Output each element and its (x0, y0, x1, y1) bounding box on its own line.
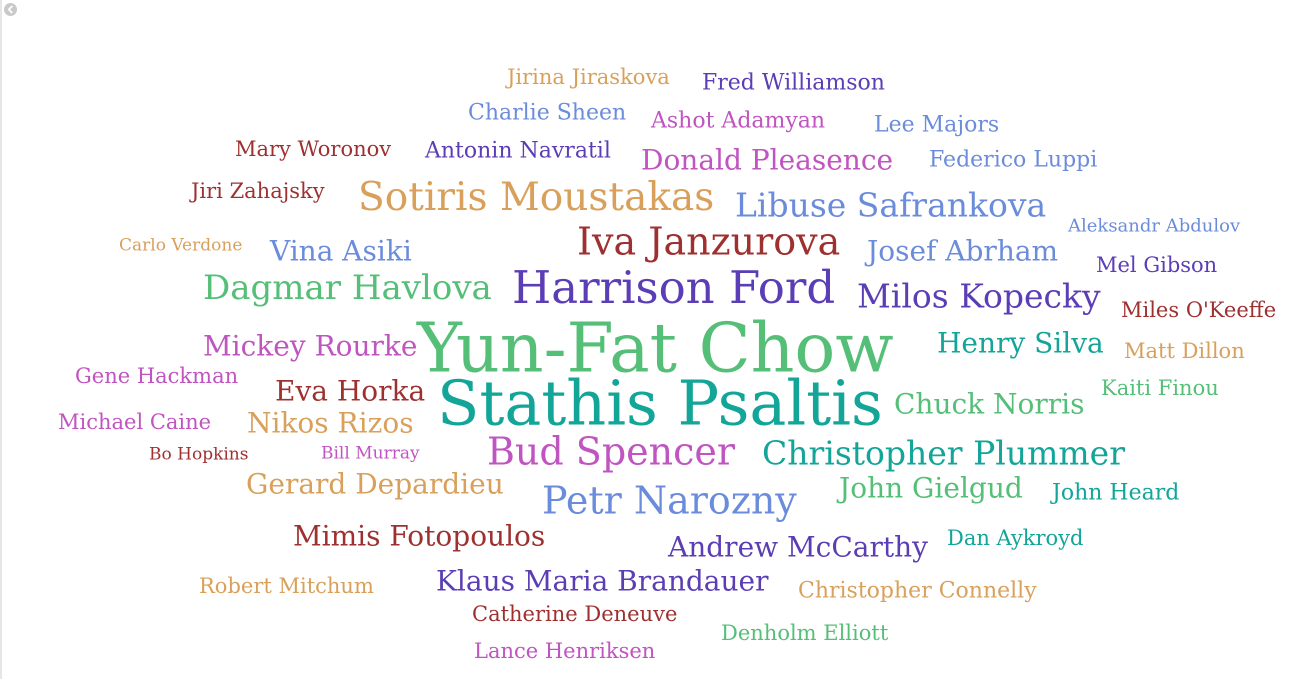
word-eva-horka[interactable]: Eva Horka (275, 374, 426, 408)
word-iva-janzurova[interactable]: Iva Janzurova (577, 219, 841, 264)
word-bill-murray[interactable]: Bill Murray (321, 443, 420, 464)
word-miles-okeeffe[interactable]: Miles O'Keeffe (1121, 298, 1277, 323)
word-aleksandr-abdulov[interactable]: Aleksandr Abdulov (1068, 215, 1241, 237)
word-denholm-elliott[interactable]: Denholm Elliott (721, 621, 889, 646)
word-mickey-rourke[interactable]: Mickey Rourke (203, 329, 418, 363)
word-vina-asiki[interactable]: Vina Asiki (270, 234, 412, 268)
word-fred-williamson[interactable]: Fred Williamson (702, 70, 885, 96)
word-libuse-safrankova[interactable]: Libuse Safrankova (735, 185, 1047, 225)
word-klaus-maria-brandauer[interactable]: Klaus Maria Brandauer (436, 564, 769, 598)
word-federico-luppi[interactable]: Federico Luppi (929, 147, 1098, 173)
chevron-left-icon (7, 5, 13, 14)
word-henry-silva[interactable]: Henry Silva (937, 326, 1104, 360)
word-mel-gibson[interactable]: Mel Gibson (1096, 253, 1218, 278)
word-josef-abrham[interactable]: Josef Abrham (867, 234, 1059, 268)
word-harrison-ford[interactable]: Harrison Ford (512, 261, 836, 314)
word-john-gielgud[interactable]: John Gielgud (839, 471, 1023, 505)
word-carlo-verdone[interactable]: Carlo Verdone (119, 235, 243, 256)
word-antonin-navratil[interactable]: Antonin Navratil (425, 138, 611, 164)
word-jiri-zahajsky[interactable]: Jiri Zahajsky (191, 179, 325, 204)
word-nikos-rizos[interactable]: Nikos Rizos (247, 406, 414, 440)
word-bo-hopkins[interactable]: Bo Hopkins (149, 444, 249, 465)
word-milos-kopecky[interactable]: Milos Kopecky (857, 276, 1101, 316)
word-lee-majors[interactable]: Lee Majors (874, 112, 1000, 138)
word-dan-aykroyd[interactable]: Dan Aykroyd (947, 526, 1084, 551)
word-catherine-deneuve[interactable]: Catherine Deneuve (472, 602, 678, 627)
word-bud-spencer[interactable]: Bud Spencer (487, 429, 736, 474)
word-ashot-adamyan[interactable]: Ashot Adamyan (651, 108, 826, 134)
word-lance-henriksen[interactable]: Lance Henriksen (474, 639, 656, 664)
word-petr-narozny[interactable]: Petr Narozny (542, 478, 797, 523)
word-stathis-psaltis[interactable]: Stathis Psaltis (437, 366, 883, 440)
left-edge-rule (0, 0, 2, 679)
word-michael-caine[interactable]: Michael Caine (58, 410, 212, 435)
word-jirina-jiraskova[interactable]: Jirina Jiraskova (507, 65, 670, 90)
word-yun-fat-chow[interactable]: Yun-Fat Chow (417, 309, 894, 389)
word-dagmar-havlova[interactable]: Dagmar Havlova (203, 267, 492, 308)
word-john-heard[interactable]: John Heard (1052, 480, 1180, 506)
word-gene-hackman[interactable]: Gene Hackman (75, 364, 239, 389)
word-gerard-depardieu[interactable]: Gerard Depardieu (246, 467, 504, 501)
word-robert-mitchum[interactable]: Robert Mitchum (199, 574, 374, 599)
word-sotiris-moustakas[interactable]: Sotiris Moustakas (358, 174, 715, 220)
word-kaiti-finou[interactable]: Kaiti Finou (1101, 376, 1219, 401)
word-matt-dillon[interactable]: Matt Dillon (1124, 339, 1245, 364)
word-charlie-sheen[interactable]: Charlie Sheen (468, 100, 627, 126)
word-mimis-fotopoulos[interactable]: Mimis Fotopoulos (293, 519, 546, 553)
word-christopher-plummer[interactable]: Christopher Plummer (762, 433, 1125, 473)
word-mary-woronov[interactable]: Mary Woronov (235, 137, 392, 162)
word-donald-pleasence[interactable]: Donald Pleasence (641, 143, 894, 177)
word-andrew-mccarthy[interactable]: Andrew McCarthy (668, 530, 928, 564)
word-christopher-connelly[interactable]: Christopher Connelly (798, 578, 1037, 604)
back-button[interactable] (4, 3, 17, 16)
word-chuck-norris[interactable]: Chuck Norris (894, 387, 1085, 421)
